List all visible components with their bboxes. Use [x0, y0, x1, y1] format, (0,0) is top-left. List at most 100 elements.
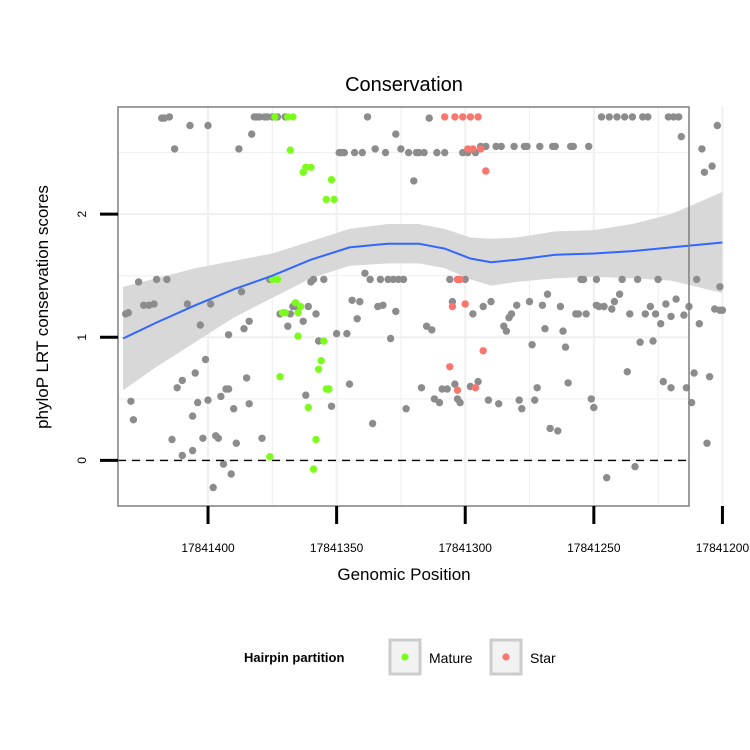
point-other — [314, 337, 323, 345]
point-other — [538, 301, 547, 309]
point-star — [466, 113, 475, 121]
point-other — [649, 337, 657, 345]
point-other — [497, 142, 505, 151]
point-other — [615, 290, 624, 298]
point-other — [587, 395, 595, 403]
point-other — [332, 329, 341, 338]
point-mature — [312, 435, 320, 444]
point-other — [206, 300, 215, 308]
point-other — [422, 322, 431, 330]
point-other — [698, 145, 706, 153]
point-other — [636, 338, 644, 346]
point-other — [456, 398, 464, 407]
point-other — [327, 402, 336, 410]
point-other — [350, 148, 359, 157]
point-other — [399, 275, 408, 284]
point-other — [592, 275, 601, 284]
point-other — [379, 301, 387, 309]
point-star — [464, 145, 472, 153]
point-other — [693, 275, 701, 284]
point-other — [610, 297, 619, 306]
smooth-line — [122, 241, 723, 340]
point-star — [482, 167, 490, 175]
point-other — [451, 380, 459, 388]
point-other — [245, 317, 253, 325]
point-other — [446, 275, 454, 284]
point-other — [170, 145, 179, 153]
point-other — [708, 162, 716, 170]
plot-panel — [117, 106, 727, 507]
point-other — [525, 297, 534, 306]
point-star — [448, 302, 457, 311]
point-other — [528, 341, 536, 349]
point-other — [518, 405, 526, 413]
point-star — [453, 275, 462, 284]
point-other — [345, 380, 354, 388]
point-other — [188, 446, 197, 455]
point-other — [420, 148, 428, 157]
point-other — [543, 290, 552, 298]
point-mature — [268, 275, 276, 284]
point-other — [299, 317, 307, 325]
point-other — [392, 130, 400, 138]
point-other — [662, 300, 670, 308]
point-other — [217, 392, 225, 401]
point-other — [242, 374, 251, 382]
point-other — [507, 310, 516, 318]
point-mature — [284, 113, 292, 121]
point-mature — [294, 309, 302, 317]
point-other — [592, 301, 601, 309]
point-other — [435, 398, 444, 407]
point-other — [129, 416, 138, 424]
x-axis-ticks: 17841400 17841350 17841300 17841250 17841200 — [181, 506, 749, 555]
point-other — [150, 300, 158, 308]
confidence-band — [123, 192, 723, 391]
point-other — [183, 300, 192, 308]
point-mature — [322, 385, 330, 393]
legend-swatch-star — [502, 653, 510, 661]
point-other — [564, 379, 572, 387]
point-other — [510, 142, 518, 151]
point-mature — [291, 299, 300, 307]
point-other — [320, 275, 328, 284]
point-other — [178, 451, 186, 460]
y-tick-label: 2 — [75, 210, 89, 217]
point-mature — [327, 176, 336, 184]
point-other — [631, 462, 639, 471]
point-other — [201, 355, 210, 364]
point-other — [461, 275, 469, 284]
point-other — [621, 113, 629, 121]
point-other — [394, 275, 403, 284]
point-other — [590, 403, 598, 412]
point-other — [654, 275, 662, 284]
point-other — [402, 405, 410, 413]
point-other — [353, 315, 361, 323]
point-other — [209, 483, 217, 492]
point-other — [343, 329, 351, 338]
legend-swatch-mature — [401, 653, 409, 661]
point-mature — [317, 357, 325, 365]
point-other — [425, 114, 433, 122]
point-other — [410, 177, 418, 185]
point-mature — [322, 195, 330, 204]
point-star — [441, 113, 449, 121]
point-other — [667, 312, 675, 321]
point-other — [361, 269, 369, 277]
point-other — [358, 148, 366, 157]
point-star — [461, 300, 469, 308]
point-mature — [320, 337, 328, 345]
point-star — [451, 113, 459, 121]
point-other — [186, 121, 194, 130]
point-other — [443, 385, 451, 393]
point-other — [240, 325, 248, 333]
point-other — [597, 113, 606, 121]
y-tick-label: 0 — [75, 457, 89, 464]
point-other — [667, 384, 675, 392]
point-other — [569, 142, 577, 151]
point-other — [214, 434, 222, 442]
point-other — [713, 121, 721, 130]
point-other — [191, 369, 199, 377]
point-other — [417, 384, 426, 392]
point-other — [515, 396, 523, 404]
point-other — [608, 305, 616, 313]
